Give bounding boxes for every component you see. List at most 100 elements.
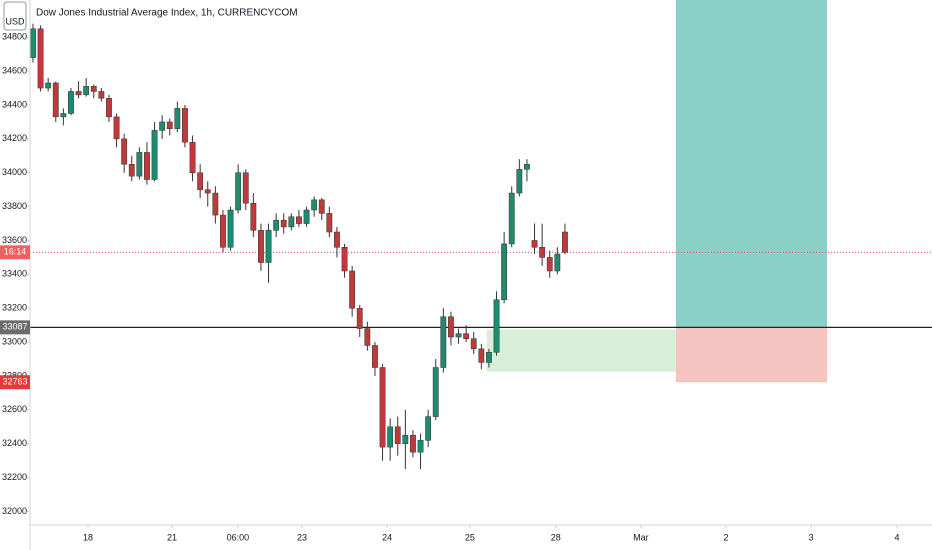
x-tick-label: 24 [382,532,392,542]
candle-body [539,247,546,258]
candle-body [410,434,416,453]
zone [675,0,828,328]
candle-body [136,152,143,177]
x-tick-label: Mar [633,532,649,542]
candle-body [486,352,492,363]
candle-body [212,192,219,216]
candle-body [151,130,158,180]
price-label: 32763 [2,377,27,387]
candle-body [546,257,553,272]
candle-body [493,299,500,353]
candle-body [508,192,515,245]
candle-body [356,307,363,329]
candle-body [204,189,211,194]
x-tick-label: 4 [895,532,900,542]
candle-body [562,231,568,253]
candle-body [144,152,150,180]
candle-body [531,240,538,248]
x-tick-label: 25 [465,532,475,542]
candle-body [60,113,67,118]
candle-body [425,416,432,441]
candle-body [242,172,249,204]
candle-body [113,116,120,140]
candle-body [288,216,295,228]
x-tick-label: 06:00 [227,532,250,542]
y-tick-label: 33400 [2,269,27,279]
candle-body [52,82,59,118]
x-tick-label: 2 [724,532,729,542]
y-tick-label: 32200 [2,472,27,482]
candle-body [524,164,530,170]
y-tick-label: 33000 [2,336,27,346]
candle-body [128,164,135,177]
candle-body [83,86,90,96]
candle-body [166,121,173,129]
y-tick-label: 34400 [2,99,27,109]
zones [30,0,932,383]
candle-body [90,86,97,92]
candle-body [501,243,508,301]
candle-body [326,213,333,233]
candle-body [37,28,44,89]
candle-body [417,440,424,453]
y-tick-label: 34600 [2,66,27,76]
x-tick-label: 23 [297,532,307,542]
y-tick-label: 32400 [2,438,27,448]
y-tick-label: 34200 [2,133,27,143]
candle-body [455,333,462,338]
candle-body [30,28,36,58]
candle-body [280,219,287,228]
candle-body [334,231,340,248]
x-tick-label: 18 [83,532,93,542]
candle-body [379,367,386,448]
candle-body [265,230,272,263]
candle-body [98,91,105,99]
currency: USD [5,16,25,26]
candle-body [258,230,264,263]
price-label: 33087 [2,322,27,332]
candle-body [174,108,181,129]
candles [30,23,568,470]
candle-body [75,91,82,96]
candle-body [372,345,378,368]
candle-body [470,338,477,350]
candle-body [182,108,188,143]
chart-title: Dow Jones Industrial Average Index, 1h, … [36,8,298,19]
candle-body [159,121,166,131]
x-tick-label: 21 [167,532,177,542]
y-tick-label: 33600 [2,235,27,245]
candle-body [432,367,439,417]
y-tick-label: 33200 [2,303,27,313]
candle-body [402,434,409,444]
candle-body [197,172,204,190]
price-label-box [0,375,30,390]
candle-body [121,138,128,165]
candle-body [463,333,470,339]
candle-body [364,328,371,346]
candle-body [45,82,52,89]
candle-body [273,219,280,231]
y-tick-label: 34000 [2,167,27,177]
labels: 33087 16:14 32763 [0,245,30,390]
candle-body [554,253,561,272]
candle-body [311,199,318,211]
zone [486,329,676,372]
y-tick-label: 32000 [2,506,27,516]
y-tick-label: 33800 [2,201,27,211]
price-label: 16:14 [4,247,27,257]
candle-body [478,348,485,363]
candle-body [220,214,226,248]
candle-body [448,316,454,338]
zone [675,327,828,383]
candle-body [440,316,447,368]
currency-box[interactable] [3,1,27,31]
candle-body [68,91,74,114]
price-label-box [0,245,30,260]
candle-body [387,426,394,448]
candle-body [303,209,310,224]
candle-body [227,209,234,248]
x-tick-label: 3 [809,532,814,542]
candle-body [394,426,401,444]
candle-body [235,172,242,211]
